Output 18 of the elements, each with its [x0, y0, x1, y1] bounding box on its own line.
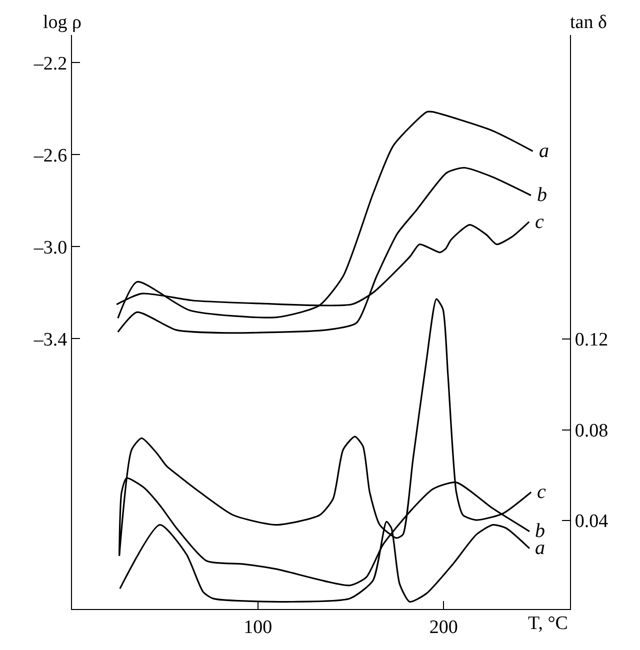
x-tick-label: 100 [244, 616, 272, 638]
series-label: b [537, 184, 547, 206]
line-series [117, 166, 532, 334]
y2-tick-label: 0.08 [574, 420, 608, 442]
y-tick-label: –2.6 [32, 145, 68, 166]
series-label: c [535, 211, 544, 233]
y-tick-label: –3.4 [32, 329, 68, 350]
y2-axis-title: tan δ [570, 12, 607, 33]
y2-tick-label: 0.04 [574, 511, 609, 532]
y-axis-title: log ρ [43, 12, 82, 33]
y-tick-label: –3.0 [32, 237, 68, 258]
line-series [117, 110, 534, 319]
y-tick-label: –2.2 [32, 53, 68, 74]
series-label: a [539, 140, 549, 162]
x-axis-title: T, °C [528, 613, 568, 634]
series-label: c [537, 481, 546, 503]
y2-tick-label: 0.12 [574, 330, 608, 351]
x-tick-label: 200 [429, 616, 458, 638]
